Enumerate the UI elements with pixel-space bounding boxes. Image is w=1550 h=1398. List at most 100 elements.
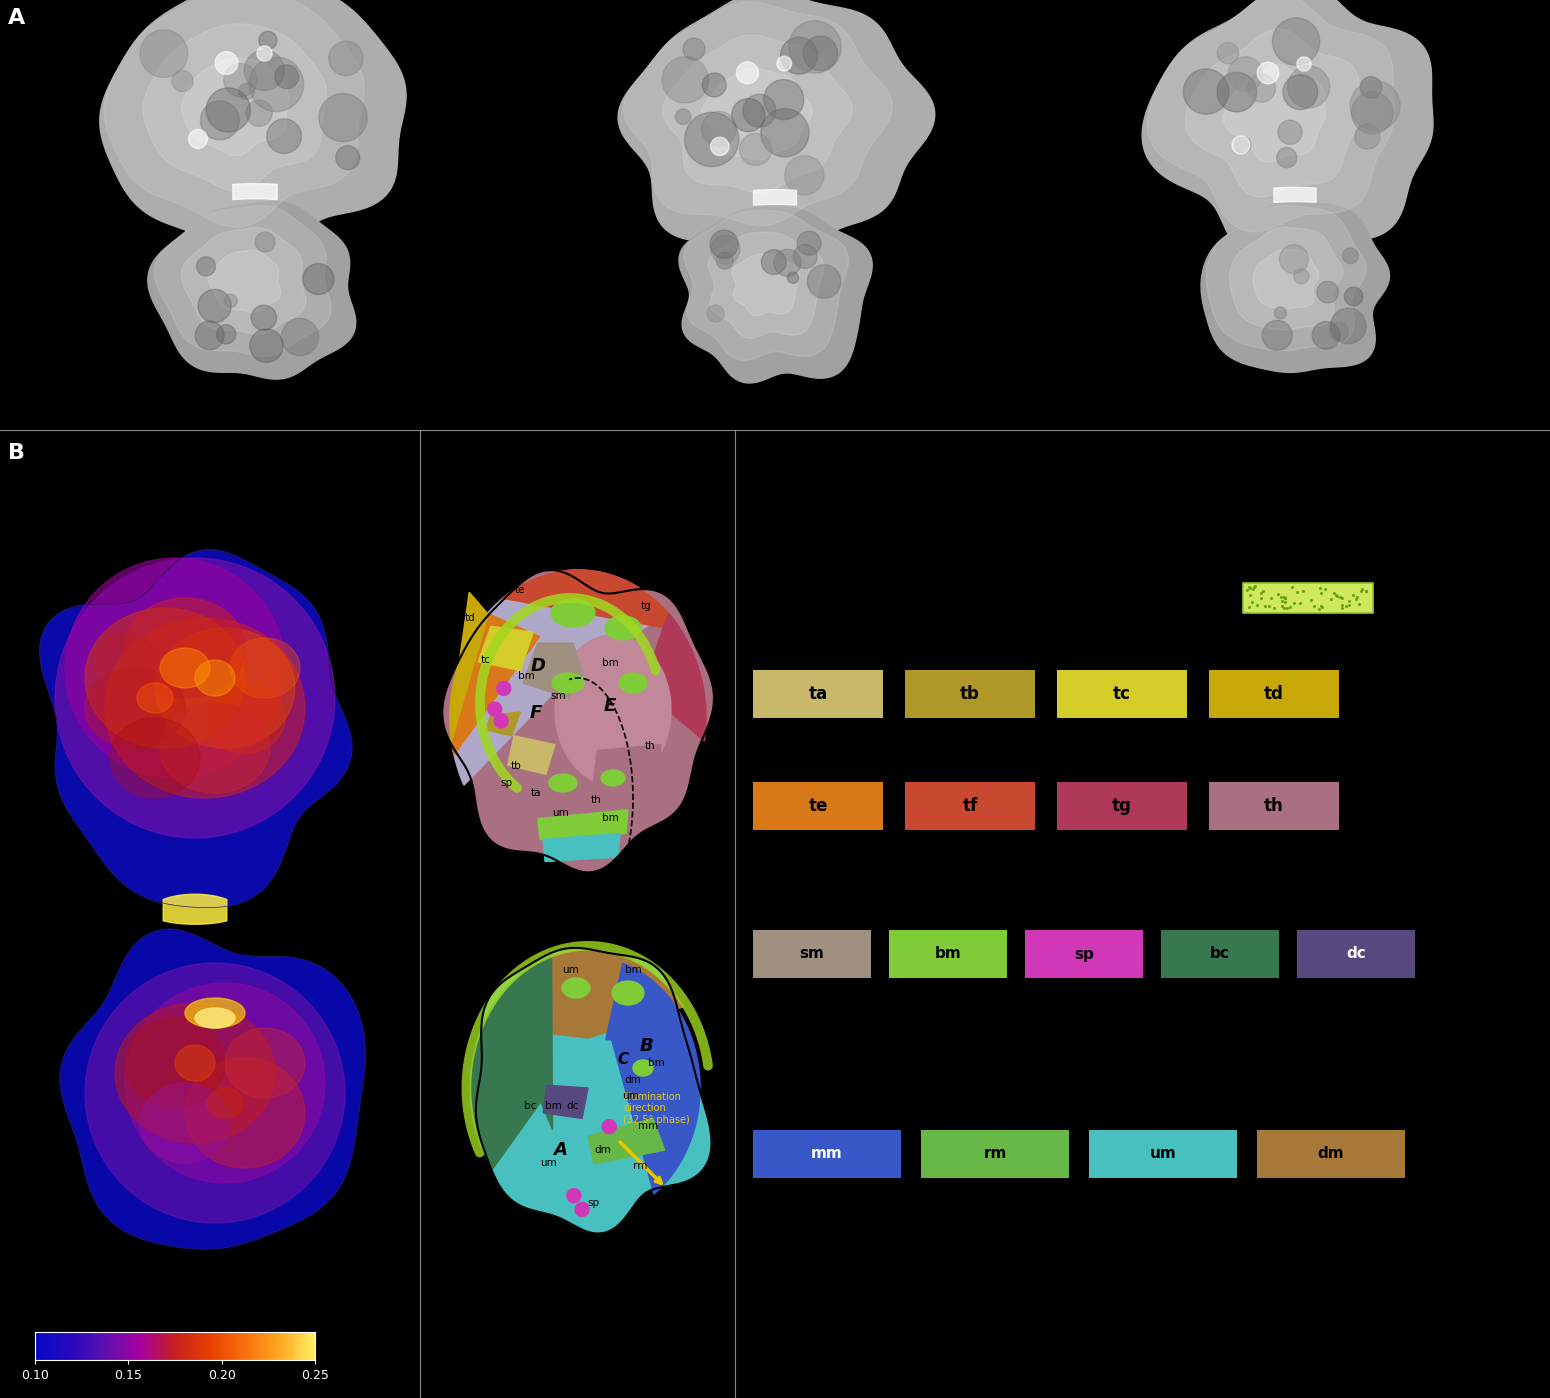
Text: sp: sp: [501, 779, 512, 788]
Polygon shape: [250, 57, 304, 112]
Polygon shape: [160, 649, 209, 688]
Polygon shape: [684, 38, 705, 60]
Polygon shape: [126, 1018, 225, 1109]
Polygon shape: [1229, 228, 1342, 330]
Polygon shape: [642, 614, 705, 741]
Bar: [753, 670, 883, 719]
Polygon shape: [251, 305, 276, 330]
Polygon shape: [1330, 308, 1366, 344]
Text: Unit boundary: Unit boundary: [749, 512, 857, 527]
Polygon shape: [702, 73, 727, 96]
Polygon shape: [245, 50, 285, 91]
Bar: [753, 781, 883, 830]
Polygon shape: [449, 570, 668, 786]
Polygon shape: [1342, 247, 1358, 264]
Text: th: th: [645, 741, 656, 751]
Polygon shape: [1330, 322, 1348, 341]
Text: um: um: [552, 808, 569, 818]
Polygon shape: [498, 681, 512, 695]
Polygon shape: [549, 774, 577, 793]
Polygon shape: [485, 712, 521, 735]
Text: tg: tg: [1111, 797, 1132, 815]
Polygon shape: [1279, 245, 1308, 274]
Polygon shape: [143, 24, 327, 192]
Text: te: te: [808, 797, 828, 815]
Polygon shape: [208, 250, 281, 312]
Polygon shape: [259, 31, 277, 49]
Polygon shape: [449, 593, 488, 741]
Text: bm: bm: [648, 1058, 665, 1068]
Polygon shape: [702, 69, 812, 161]
Text: Dark
material: Dark material: [1302, 1184, 1361, 1215]
Bar: [1209, 781, 1339, 830]
Polygon shape: [711, 235, 739, 264]
Polygon shape: [591, 745, 662, 804]
Polygon shape: [1352, 92, 1393, 134]
Text: tf: tf: [963, 797, 978, 815]
Polygon shape: [198, 289, 231, 323]
Polygon shape: [1142, 0, 1434, 261]
Text: bm: bm: [625, 965, 642, 974]
Text: B: B: [639, 1037, 653, 1055]
Text: th: th: [591, 795, 601, 805]
Polygon shape: [808, 264, 842, 298]
Polygon shape: [246, 101, 273, 126]
Text: Gradational
brightness zone: Gradational brightness zone: [1246, 618, 1369, 650]
Text: um: um: [622, 1090, 639, 1102]
Bar: [905, 781, 1035, 830]
Polygon shape: [105, 618, 305, 798]
Text: 5 km: 5 km: [574, 1316, 612, 1329]
Polygon shape: [155, 628, 294, 748]
Text: bc: bc: [524, 1102, 536, 1111]
Polygon shape: [1248, 74, 1276, 102]
Polygon shape: [1318, 281, 1339, 303]
Polygon shape: [567, 1188, 581, 1202]
Text: F: F: [530, 705, 542, 721]
Polygon shape: [488, 702, 502, 716]
Polygon shape: [623, 1, 893, 225]
Polygon shape: [632, 1060, 653, 1076]
Text: bm: bm: [544, 1102, 561, 1111]
Polygon shape: [618, 672, 646, 693]
Polygon shape: [329, 41, 363, 75]
Text: D: D: [530, 657, 546, 675]
Polygon shape: [184, 1058, 305, 1167]
Text: th: th: [1265, 797, 1283, 815]
Polygon shape: [761, 250, 786, 274]
Polygon shape: [1277, 148, 1297, 168]
Polygon shape: [1274, 308, 1286, 319]
Text: Scarp crest: Scarp crest: [1265, 512, 1352, 527]
Polygon shape: [205, 684, 285, 754]
Text: Mottled
material: Mottled material: [798, 1184, 856, 1215]
Polygon shape: [1147, 0, 1395, 232]
Polygon shape: [147, 201, 355, 379]
Text: tc: tc: [480, 656, 491, 665]
Text: A: A: [8, 8, 25, 28]
Polygon shape: [115, 1002, 274, 1144]
Polygon shape: [1273, 18, 1319, 66]
Text: Bright
material: Bright material: [919, 984, 976, 1014]
Text: Rough
material: Rough material: [966, 1184, 1025, 1215]
Polygon shape: [56, 558, 335, 837]
Polygon shape: [99, 0, 406, 259]
Polygon shape: [777, 56, 792, 71]
Polygon shape: [522, 643, 583, 698]
Bar: [921, 1130, 1070, 1179]
Polygon shape: [172, 70, 194, 92]
Polygon shape: [256, 232, 274, 252]
Text: sm: sm: [550, 691, 566, 700]
Polygon shape: [784, 155, 825, 194]
Bar: [1243, 583, 1373, 612]
Bar: [753, 930, 871, 979]
Polygon shape: [710, 231, 738, 259]
Polygon shape: [225, 1028, 305, 1097]
Polygon shape: [208, 1088, 243, 1118]
Bar: [1297, 930, 1415, 979]
Text: mm: mm: [639, 1121, 659, 1131]
Bar: [1057, 670, 1187, 719]
Bar: [1025, 930, 1142, 979]
Text: bc: bc: [1211, 946, 1231, 962]
Text: bm: bm: [935, 946, 961, 962]
Polygon shape: [1186, 29, 1359, 197]
Polygon shape: [1355, 124, 1380, 150]
